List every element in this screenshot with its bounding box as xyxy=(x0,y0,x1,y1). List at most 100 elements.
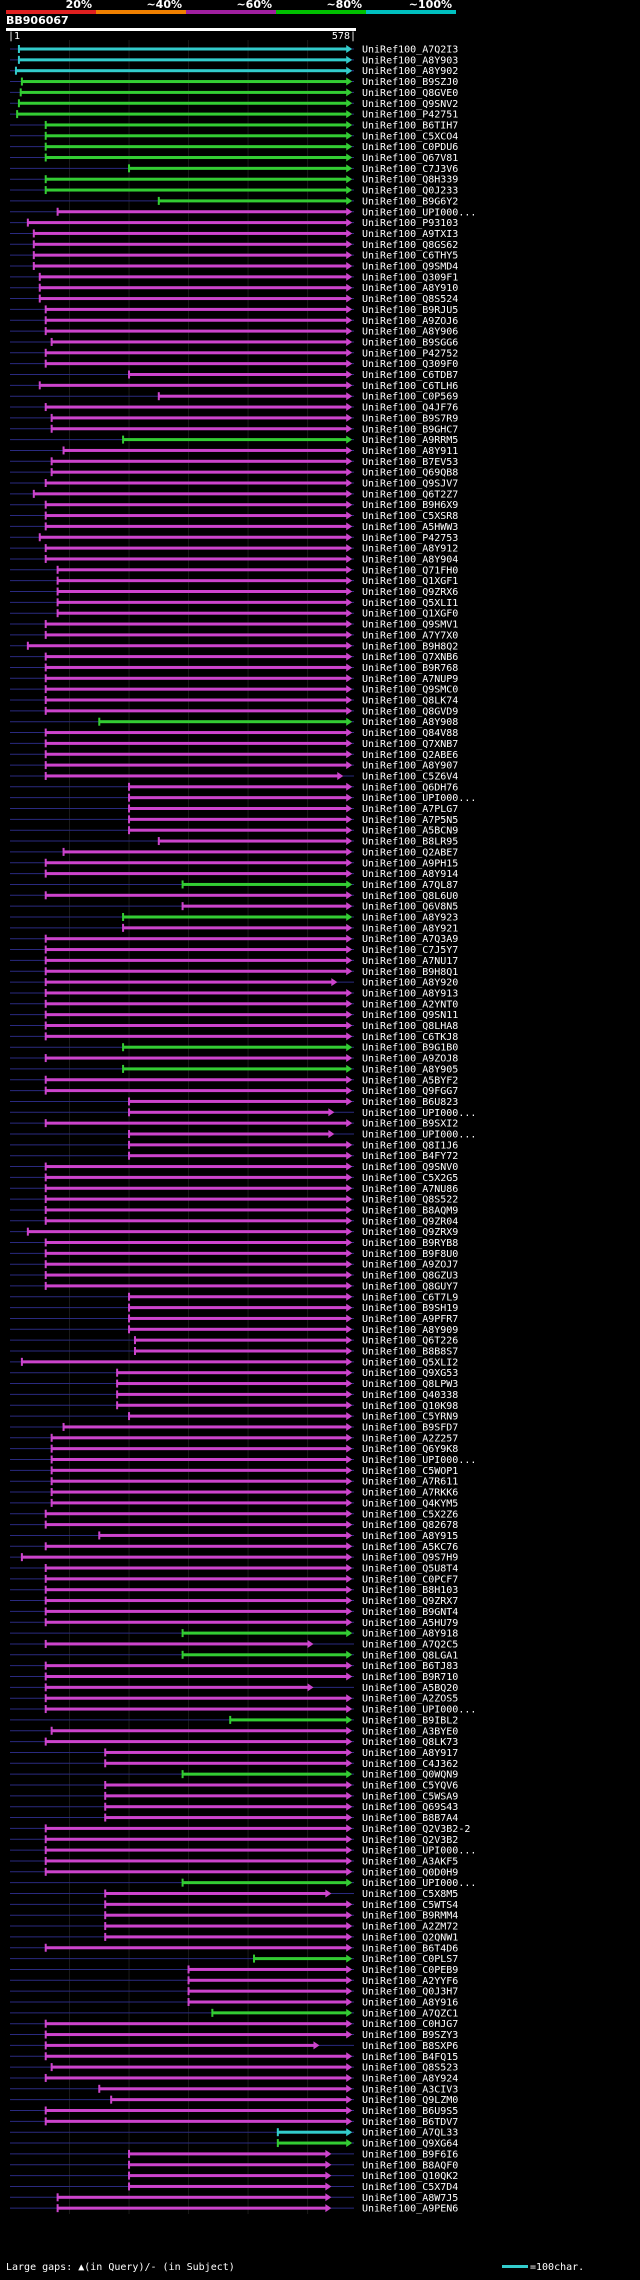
hit-label[interactable]: UniRef100_A3CIV3 xyxy=(362,2084,458,2095)
hit-label[interactable]: UniRef100_A7P5N5 xyxy=(362,815,458,826)
hit-label[interactable]: UniRef100_Q2ABE7 xyxy=(362,847,458,858)
hit-row[interactable]: UniRef100_Q67V81 xyxy=(10,153,458,164)
hit-row[interactable]: UniRef100_B9RJU5 xyxy=(10,305,458,316)
hit-row[interactable]: UniRef100_UPI000... xyxy=(10,1878,476,1889)
hit-row[interactable]: UniRef100_C0HJG7 xyxy=(10,2019,458,2030)
hit-label[interactable]: UniRef100_C5Z6V4 xyxy=(362,771,458,782)
hit-row[interactable]: UniRef100_C5X2G5 xyxy=(10,1173,458,1184)
hit-row[interactable]: UniRef100_Q8LPW3 xyxy=(10,1379,458,1390)
hit-row[interactable]: UniRef100_B9RYB8 xyxy=(10,1238,458,1249)
hit-row[interactable]: UniRef100_C5Z6V4 xyxy=(10,771,458,782)
hit-label[interactable]: UniRef100_A7Q2I3 xyxy=(362,45,458,56)
hit-label[interactable]: UniRef100_A8Y909 xyxy=(362,1325,458,1336)
hit-row[interactable]: UniRef100_UPI000... xyxy=(10,1846,476,1857)
hit-label[interactable]: UniRef100_Q67V81 xyxy=(362,153,458,164)
hit-row[interactable]: UniRef100_A8Y902 xyxy=(10,66,458,77)
hit-row[interactable]: UniRef100_B9F6I6 xyxy=(10,2149,458,2160)
hit-row[interactable]: UniRef100_Q8H339 xyxy=(10,175,458,186)
hit-label[interactable]: UniRef100_A8Y903 xyxy=(362,55,458,66)
hit-row[interactable]: UniRef100_A5HWW3 xyxy=(10,522,458,533)
hit-row[interactable]: UniRef100_C6TDB7 xyxy=(10,370,458,381)
hit-row[interactable]: UniRef100_Q4KYM5 xyxy=(10,1498,458,1509)
hit-row[interactable]: UniRef100_P93103 xyxy=(10,218,458,229)
hit-label[interactable]: UniRef100_A8Y905 xyxy=(362,1064,458,1075)
hit-label[interactable]: UniRef100_A7NU17 xyxy=(362,956,458,967)
hit-label[interactable]: UniRef100_A5HU79 xyxy=(362,1618,458,1629)
hit-label[interactable]: UniRef100_Q9LZM0 xyxy=(362,2095,458,2106)
hit-row[interactable]: UniRef100_B9RMM4 xyxy=(10,1911,458,1922)
hit-label[interactable]: UniRef100_C0PCF7 xyxy=(362,1574,458,1585)
hit-row[interactable]: UniRef100_B6TIH7 xyxy=(10,120,458,131)
hit-label[interactable]: UniRef100_Q9SMD4 xyxy=(362,262,458,273)
hit-label[interactable]: UniRef100_B9S7R9 xyxy=(362,413,458,424)
hit-row[interactable]: UniRef100_UPI000... xyxy=(10,793,476,804)
hit-row[interactable]: UniRef100_Q8S522 xyxy=(10,1195,458,1206)
hit-row[interactable]: UniRef100_B8B8S7 xyxy=(10,1347,458,1358)
hit-label[interactable]: UniRef100_C6THY5 xyxy=(362,251,458,262)
hit-label[interactable]: UniRef100_A2ZM72 xyxy=(362,1922,458,1933)
hit-label[interactable]: UniRef100_A7Y7X0 xyxy=(362,630,458,641)
hit-label[interactable]: UniRef100_A8Y923 xyxy=(362,913,458,924)
hit-label[interactable]: UniRef100_A5BYF2 xyxy=(362,1075,458,1086)
hit-label[interactable]: UniRef100_B4FQ15 xyxy=(362,2052,458,2063)
hit-label[interactable]: UniRef100_B9G6Y2 xyxy=(362,196,458,207)
hit-row[interactable]: UniRef100_Q9ZRX7 xyxy=(10,1596,458,1607)
hit-row[interactable]: UniRef100_A7NU17 xyxy=(10,956,458,967)
hit-label[interactable]: UniRef100_C6TDB7 xyxy=(362,370,458,381)
hit-label[interactable]: UniRef100_B9GHC7 xyxy=(362,424,458,435)
hit-label[interactable]: UniRef100_Q69QB8 xyxy=(362,468,458,479)
hit-label[interactable]: UniRef100_A8Y913 xyxy=(362,988,458,999)
hit-label[interactable]: UniRef100_C5X7D4 xyxy=(362,2182,458,2193)
hit-label[interactable]: UniRef100_A2ZOS5 xyxy=(362,1694,458,1705)
hit-row[interactable]: UniRef100_C0P569 xyxy=(10,392,458,403)
hit-row[interactable]: UniRef100_A3BYE0 xyxy=(10,1726,458,1737)
hit-label[interactable]: UniRef100_A9PFR7 xyxy=(362,1314,458,1325)
hit-row[interactable]: UniRef100_C6T7L9 xyxy=(10,1292,458,1303)
hit-row[interactable]: UniRef100_A7PLG7 xyxy=(10,804,458,815)
hit-row[interactable]: UniRef100_Q1XGF0 xyxy=(10,609,458,620)
hit-row[interactable]: UniRef100_Q9XG64 xyxy=(10,2139,458,2150)
hit-row[interactable]: UniRef100_C5WOP1 xyxy=(10,1466,458,1477)
hit-row[interactable]: UniRef100_C7J5Y7 xyxy=(10,945,458,956)
hit-row[interactable]: UniRef100_Q7XNB7 xyxy=(10,739,458,750)
hit-row[interactable]: UniRef100_Q8GZU3 xyxy=(10,1271,458,1282)
hit-label[interactable]: UniRef100_A7QZC1 xyxy=(362,2008,458,2019)
hit-label[interactable]: UniRef100_Q6V8N5 xyxy=(362,902,458,913)
hit-row[interactable]: UniRef100_Q6Y9K8 xyxy=(10,1444,458,1455)
hit-label[interactable]: UniRef100_B9G1B0 xyxy=(362,1043,458,1054)
hit-row[interactable]: UniRef100_A8Y905 xyxy=(10,1064,458,1075)
hit-label[interactable]: UniRef100_A9PEN6 xyxy=(362,2204,458,2215)
hit-row[interactable]: UniRef100_C6THY5 xyxy=(10,251,458,262)
hit-row[interactable]: UniRef100_A8Y921 xyxy=(10,923,458,934)
hit-label[interactable]: UniRef100_C5YQV6 xyxy=(362,1781,458,1792)
hit-row[interactable]: UniRef100_C4J362 xyxy=(10,1759,458,1770)
hit-label[interactable]: UniRef100_B4FY72 xyxy=(362,1151,458,1162)
hit-label[interactable]: UniRef100_B9H8Q1 xyxy=(362,967,458,978)
hit-row[interactable]: UniRef100_Q9ZR04 xyxy=(10,1216,458,1227)
hit-label[interactable]: UniRef100_B9F6I6 xyxy=(362,2149,458,2160)
hit-label[interactable]: UniRef100_Q4JF76 xyxy=(362,403,458,414)
hit-label[interactable]: UniRef100_C0PDU6 xyxy=(362,142,458,153)
hit-row[interactable]: UniRef100_A2ZOS5 xyxy=(10,1694,458,1705)
hit-label[interactable]: UniRef100_Q8S523 xyxy=(362,2063,458,2074)
hit-row[interactable]: UniRef100_C5YRN9 xyxy=(10,1412,458,1423)
hit-label[interactable]: UniRef100_A9TXI3 xyxy=(362,229,458,240)
hit-row[interactable]: UniRef100_A2Z257 xyxy=(10,1433,458,1444)
hit-row[interactable]: UniRef100_Q9ZRX9 xyxy=(10,1227,458,1238)
hit-label[interactable]: UniRef100_B9RMM4 xyxy=(362,1911,458,1922)
hit-row[interactable]: UniRef100_C5X8M5 xyxy=(10,1889,458,1900)
hit-row[interactable]: UniRef100_A3AKF5 xyxy=(10,1856,458,1867)
hit-row[interactable]: UniRef100_B6U823 xyxy=(10,1097,458,1108)
hit-label[interactable]: UniRef100_Q8GUY7 xyxy=(362,1281,458,1292)
hit-row[interactable]: UniRef100_B8AQM9 xyxy=(10,1205,458,1216)
hit-label[interactable]: UniRef100_A9ZOJ7 xyxy=(362,1260,458,1271)
hit-label[interactable]: UniRef100_Q2V3B2 xyxy=(362,1835,458,1846)
hit-row[interactable]: UniRef100_Q8GUY7 xyxy=(10,1281,458,1292)
hit-row[interactable]: UniRef100_B8AQF0 xyxy=(10,2160,458,2171)
hit-row[interactable]: UniRef100_A8Y906 xyxy=(10,327,458,338)
hit-row[interactable]: UniRef100_A8Y923 xyxy=(10,913,458,924)
hit-row[interactable]: UniRef100_B9G6Y2 xyxy=(10,196,458,207)
hit-row[interactable]: UniRef100_A7NU86 xyxy=(10,1184,458,1195)
hit-row[interactable]: UniRef100_Q6T226 xyxy=(10,1336,458,1347)
hit-label[interactable]: UniRef100_Q7XNB6 xyxy=(362,652,458,663)
